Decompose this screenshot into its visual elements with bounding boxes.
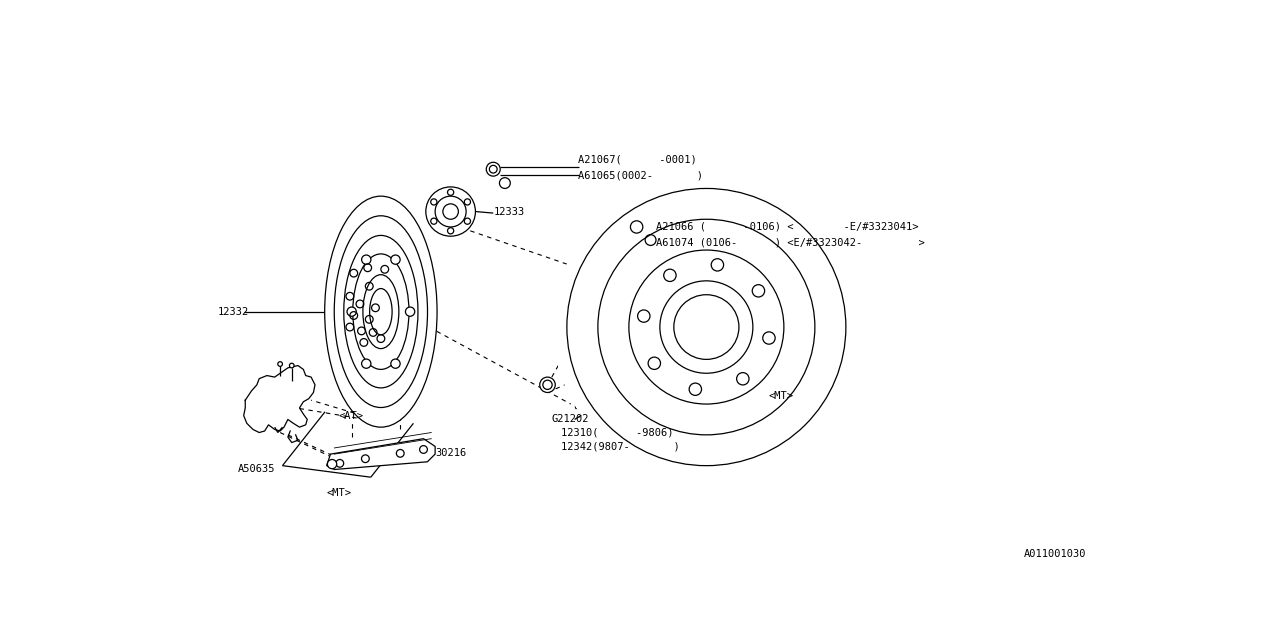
- Circle shape: [664, 269, 676, 282]
- Circle shape: [406, 307, 415, 316]
- Circle shape: [431, 199, 436, 205]
- Circle shape: [465, 199, 471, 205]
- Circle shape: [637, 310, 650, 323]
- Ellipse shape: [325, 196, 436, 427]
- Circle shape: [397, 449, 404, 457]
- Circle shape: [540, 377, 556, 392]
- Circle shape: [448, 228, 453, 234]
- Text: A21067(      -0001): A21067( -0001): [579, 155, 698, 165]
- Text: 12310(      -9806): 12310( -9806): [562, 428, 675, 438]
- Circle shape: [362, 359, 371, 368]
- Circle shape: [448, 189, 453, 195]
- Text: 12333: 12333: [493, 207, 525, 216]
- Circle shape: [362, 255, 371, 264]
- Text: A50635: A50635: [238, 465, 275, 474]
- Text: 12332: 12332: [218, 307, 250, 317]
- Text: A011001030: A011001030: [1024, 549, 1087, 559]
- Circle shape: [420, 445, 428, 453]
- Circle shape: [361, 455, 369, 463]
- Circle shape: [486, 163, 500, 176]
- Text: G21202: G21202: [552, 415, 589, 424]
- Text: 30216: 30216: [435, 447, 466, 458]
- Circle shape: [763, 332, 776, 344]
- Text: <MT>: <MT>: [326, 488, 352, 498]
- Circle shape: [465, 218, 471, 224]
- Circle shape: [390, 255, 401, 264]
- Circle shape: [431, 218, 436, 224]
- Circle shape: [660, 281, 753, 373]
- Circle shape: [426, 187, 475, 236]
- Circle shape: [567, 188, 846, 466]
- Text: <MT>: <MT>: [768, 391, 794, 401]
- Text: <AT>: <AT>: [338, 411, 364, 420]
- Circle shape: [278, 362, 283, 366]
- Circle shape: [289, 364, 294, 368]
- Circle shape: [335, 460, 343, 467]
- Circle shape: [390, 359, 401, 368]
- Circle shape: [736, 372, 749, 385]
- Circle shape: [712, 259, 723, 271]
- Text: A21066 (      -0106) <        -E/#3323041>: A21066 ( -0106) < -E/#3323041>: [657, 222, 919, 232]
- Ellipse shape: [364, 275, 399, 349]
- Circle shape: [689, 383, 701, 396]
- Circle shape: [753, 285, 764, 297]
- Circle shape: [631, 221, 643, 233]
- Text: A61074 (0106-      ) <E/#3323042-         >: A61074 (0106- ) <E/#3323042- >: [657, 237, 924, 247]
- Circle shape: [499, 178, 511, 188]
- Text: A61065(0002-       ): A61065(0002- ): [579, 170, 704, 180]
- Circle shape: [347, 307, 356, 316]
- Circle shape: [645, 235, 657, 245]
- Polygon shape: [326, 438, 435, 470]
- Circle shape: [328, 460, 337, 468]
- Text: 12342(9807-       ): 12342(9807- ): [562, 442, 680, 451]
- Circle shape: [648, 357, 660, 369]
- Circle shape: [553, 175, 860, 479]
- Ellipse shape: [370, 289, 392, 335]
